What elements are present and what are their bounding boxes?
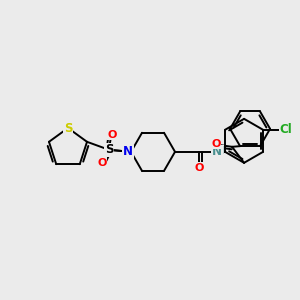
Text: N: N [212, 145, 222, 158]
Text: S: S [105, 143, 113, 156]
Text: Cl: Cl [280, 123, 292, 136]
Text: O: O [212, 139, 221, 149]
Text: O: O [107, 130, 117, 140]
Text: O: O [97, 158, 107, 168]
Text: O: O [194, 163, 204, 173]
Text: H: H [215, 146, 223, 156]
Text: N: N [123, 145, 133, 158]
Text: S: S [64, 122, 72, 134]
